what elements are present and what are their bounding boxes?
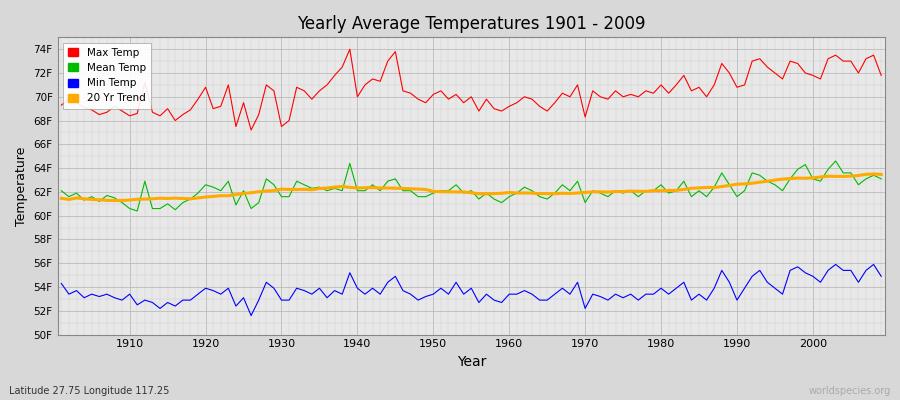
Text: Latitude 27.75 Longitude 117.25: Latitude 27.75 Longitude 117.25 (9, 386, 169, 396)
Title: Yearly Average Temperatures 1901 - 2009: Yearly Average Temperatures 1901 - 2009 (297, 15, 645, 33)
Text: worldspecies.org: worldspecies.org (809, 386, 891, 396)
X-axis label: Year: Year (456, 355, 486, 369)
Y-axis label: Temperature: Temperature (15, 146, 28, 226)
Legend: Max Temp, Mean Temp, Min Temp, 20 Yr Trend: Max Temp, Mean Temp, Min Temp, 20 Yr Tre… (63, 42, 151, 108)
